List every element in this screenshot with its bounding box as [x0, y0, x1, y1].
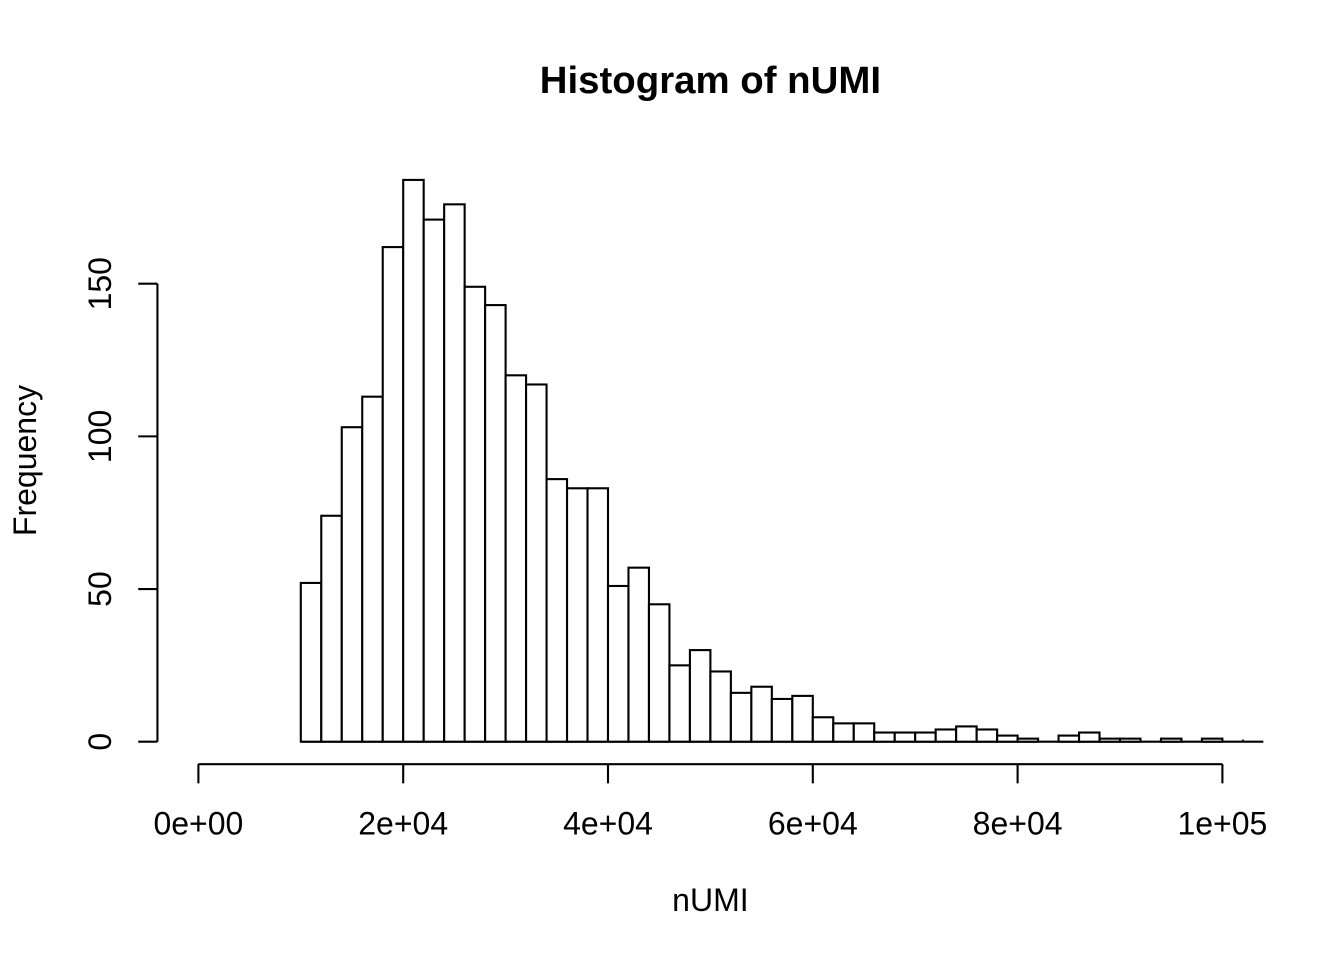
- svg-text:Histogram of nUMI: Histogram of nUMI: [540, 59, 881, 102]
- svg-text:nUMI: nUMI: [672, 882, 748, 918]
- svg-text:8e+04: 8e+04: [973, 805, 1063, 841]
- svg-text:0e+00: 0e+00: [153, 805, 243, 841]
- svg-text:100: 100: [82, 410, 118, 463]
- svg-text:50: 50: [82, 571, 118, 607]
- svg-text:6e+04: 6e+04: [768, 805, 858, 841]
- svg-text:4e+04: 4e+04: [563, 805, 653, 841]
- svg-text:150: 150: [82, 257, 118, 310]
- svg-text:Frequency: Frequency: [7, 385, 43, 536]
- svg-text:2e+04: 2e+04: [358, 805, 448, 841]
- svg-text:0: 0: [82, 733, 118, 751]
- svg-text:1e+05: 1e+05: [1177, 805, 1267, 841]
